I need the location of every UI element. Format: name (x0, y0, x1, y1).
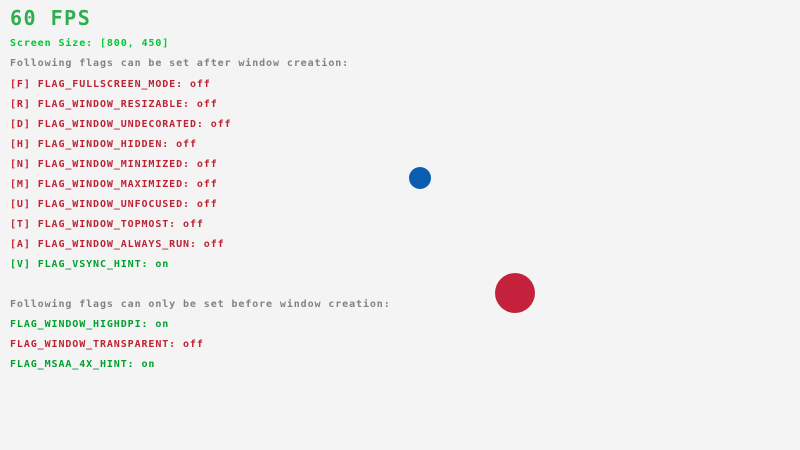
flag-key: [H] (10, 139, 38, 150)
flag-name: FLAG_WINDOW_HIGHDPI: (10, 319, 156, 330)
flag-name: FLAG_WINDOW_MAXIMIZED: (37, 179, 197, 190)
flag-value: off (176, 139, 197, 150)
section-heading-after-creation: Following flags can be set after window … (10, 58, 350, 69)
flag-value: off (183, 339, 204, 350)
flag-value: on (155, 259, 170, 270)
flag-value: on (141, 359, 156, 370)
flag-row[interactable]: [N] FLAG_WINDOW_MINIMIZED: off (10, 160, 218, 170)
flag-value: off (203, 239, 225, 250)
flag-row[interactable]: [A] FLAG_WINDOW_ALWAYS_RUN: off (10, 240, 225, 250)
flag-key: [V] (10, 259, 38, 270)
flag-name: FLAG_VSYNC_HINT: (37, 259, 156, 270)
flag-key: [F] (10, 79, 38, 90)
flag-key: [T] (10, 219, 38, 230)
flag-value: off (196, 159, 218, 170)
flag-name: FLAG_WINDOW_ALWAYS_RUN: (37, 239, 204, 250)
flag-value: off (189, 79, 211, 90)
flag-name: FLAG_WINDOW_HIDDEN: (37, 139, 177, 150)
flag-value: off (196, 179, 218, 190)
flag-row[interactable]: [M] FLAG_WINDOW_MAXIMIZED: off (10, 180, 218, 190)
flag-key: [M] (10, 179, 38, 190)
flag-name: FLAG_WINDOW_UNDECORATED: (37, 119, 211, 130)
fps-counter: 60 FPS (10, 6, 92, 30)
flag-key: [N] (10, 159, 38, 170)
flag-row[interactable]: FLAG_MSAA_4X_HINT: on (10, 360, 155, 370)
flag-key: [A] (10, 239, 38, 250)
flag-value: off (196, 99, 218, 110)
flag-name: FLAG_WINDOW_TRANSPARENT: (10, 339, 184, 350)
flag-row[interactable]: FLAG_WINDOW_TRANSPARENT: off (10, 340, 204, 350)
flag-name: FLAG_FULLSCREEN_MODE: (37, 79, 190, 90)
flag-name: FLAG_MSAA_4X_HINT: (10, 359, 142, 370)
flag-row[interactable]: [U] FLAG_WINDOW_UNFOCUSED: off (10, 200, 218, 210)
flag-name: FLAG_WINDOW_MINIMIZED: (37, 159, 197, 170)
flag-row[interactable]: [D] FLAG_WINDOW_UNDECORATED: off (10, 120, 231, 130)
flag-row[interactable]: [H] FLAG_WINDOW_HIDDEN: off (10, 140, 197, 150)
flag-key: [R] (10, 99, 38, 110)
screen-size-label: Screen Size: [800, 450] (10, 38, 170, 49)
flag-key: [D] (10, 119, 38, 130)
flag-value: off (183, 219, 204, 230)
flag-name: FLAG_WINDOW_TOPMOST: (37, 219, 184, 230)
section-heading-before-creation: Following flags can only be set before w… (10, 299, 391, 310)
flag-value: off (210, 119, 232, 130)
flag-row[interactable]: [T] FLAG_WINDOW_TOPMOST: off (10, 220, 204, 230)
flag-row[interactable]: [V] FLAG_VSYNC_HINT: on (10, 260, 169, 270)
flag-value: on (155, 319, 170, 330)
flag-row[interactable]: [R] FLAG_WINDOW_RESIZABLE: off (10, 100, 218, 110)
flag-row[interactable]: [F] FLAG_FULLSCREEN_MODE: off (10, 80, 211, 90)
flag-name: FLAG_WINDOW_UNFOCUSED: (37, 199, 197, 210)
flag-name: FLAG_WINDOW_RESIZABLE: (37, 99, 197, 110)
flag-row[interactable]: FLAG_WINDOW_HIGHDPI: on (10, 320, 169, 330)
flag-value: off (196, 199, 218, 210)
flag-key: [U] (10, 199, 38, 210)
